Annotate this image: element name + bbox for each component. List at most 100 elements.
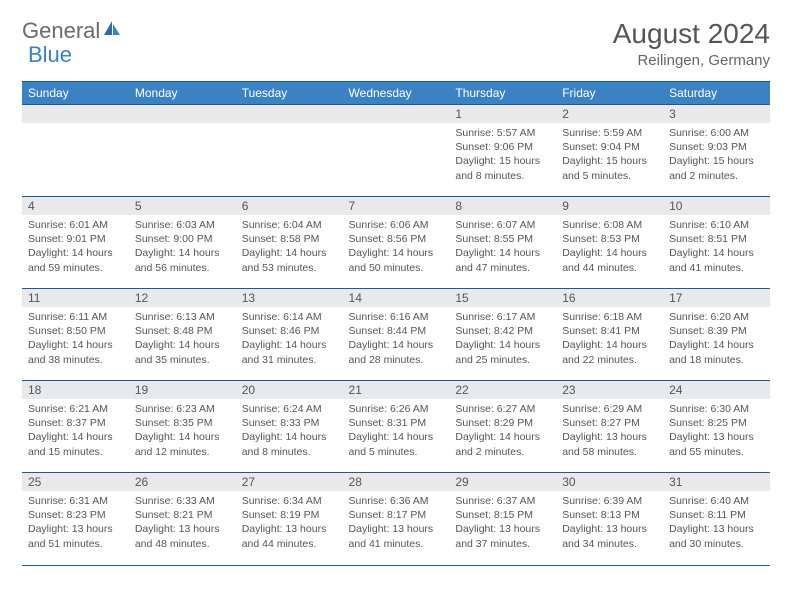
date-number: 29 [449, 473, 556, 491]
date-number: 23 [556, 381, 663, 399]
date-number: 28 [343, 473, 450, 491]
day-header-saturday: Saturday [663, 82, 770, 105]
cell-body: Sunrise: 6:37 AMSunset: 8:15 PMDaylight:… [449, 491, 556, 554]
day-cell: 22Sunrise: 6:27 AMSunset: 8:29 PMDayligh… [449, 381, 556, 473]
date-number: 8 [449, 197, 556, 215]
cell-body: Sunrise: 6:40 AMSunset: 8:11 PMDaylight:… [663, 491, 770, 554]
day-cell [22, 105, 129, 197]
date-number: 11 [22, 289, 129, 307]
day-cell: 20Sunrise: 6:24 AMSunset: 8:33 PMDayligh… [236, 381, 343, 473]
day-cell: 17Sunrise: 6:20 AMSunset: 8:39 PMDayligh… [663, 289, 770, 381]
day-cell: 21Sunrise: 6:26 AMSunset: 8:31 PMDayligh… [343, 381, 450, 473]
cell-body: Sunrise: 6:30 AMSunset: 8:25 PMDaylight:… [663, 399, 770, 462]
day-cell: 7Sunrise: 6:06 AMSunset: 8:56 PMDaylight… [343, 197, 450, 289]
day-cell: 5Sunrise: 6:03 AMSunset: 9:00 PMDaylight… [129, 197, 236, 289]
date-number: 31 [663, 473, 770, 491]
day-cell: 4Sunrise: 6:01 AMSunset: 9:01 PMDaylight… [22, 197, 129, 289]
date-number: 15 [449, 289, 556, 307]
date-number: 16 [556, 289, 663, 307]
day-cell: 12Sunrise: 6:13 AMSunset: 8:48 PMDayligh… [129, 289, 236, 381]
empty-date-bar [129, 105, 236, 123]
date-number: 18 [22, 381, 129, 399]
day-cell: 10Sunrise: 6:10 AMSunset: 8:51 PMDayligh… [663, 197, 770, 289]
day-cell: 25Sunrise: 6:31 AMSunset: 8:23 PMDayligh… [22, 473, 129, 565]
day-cell: 23Sunrise: 6:29 AMSunset: 8:27 PMDayligh… [556, 381, 663, 473]
day-cell: 8Sunrise: 6:07 AMSunset: 8:55 PMDaylight… [449, 197, 556, 289]
cell-body: Sunrise: 6:10 AMSunset: 8:51 PMDaylight:… [663, 215, 770, 278]
cell-body: Sunrise: 6:14 AMSunset: 8:46 PMDaylight:… [236, 307, 343, 370]
date-number: 10 [663, 197, 770, 215]
day-header-row: SundayMondayTuesdayWednesdayThursdayFrid… [22, 82, 770, 105]
date-number: 20 [236, 381, 343, 399]
day-cell: 16Sunrise: 6:18 AMSunset: 8:41 PMDayligh… [556, 289, 663, 381]
logo: General [22, 18, 124, 44]
title-block: August 2024 Reilingen, Germany [613, 18, 770, 69]
date-number: 3 [663, 105, 770, 123]
week-row: 11Sunrise: 6:11 AMSunset: 8:50 PMDayligh… [22, 289, 770, 381]
date-number: 19 [129, 381, 236, 399]
day-header-tuesday: Tuesday [236, 82, 343, 105]
day-cell: 2Sunrise: 5:59 AMSunset: 9:04 PMDaylight… [556, 105, 663, 197]
cell-body: Sunrise: 5:57 AMSunset: 9:06 PMDaylight:… [449, 123, 556, 186]
cell-body: Sunrise: 6:39 AMSunset: 8:13 PMDaylight:… [556, 491, 663, 554]
cell-body: Sunrise: 6:00 AMSunset: 9:03 PMDaylight:… [663, 123, 770, 186]
date-number: 24 [663, 381, 770, 399]
day-cell: 31Sunrise: 6:40 AMSunset: 8:11 PMDayligh… [663, 473, 770, 565]
day-cell: 1Sunrise: 5:57 AMSunset: 9:06 PMDaylight… [449, 105, 556, 197]
cell-body: Sunrise: 6:04 AMSunset: 8:58 PMDaylight:… [236, 215, 343, 278]
cell-body: Sunrise: 6:13 AMSunset: 8:48 PMDaylight:… [129, 307, 236, 370]
header: General August 2024 Reilingen, Germany [22, 18, 770, 69]
cell-body: Sunrise: 6:06 AMSunset: 8:56 PMDaylight:… [343, 215, 450, 278]
date-number: 27 [236, 473, 343, 491]
calendar-table: SundayMondayTuesdayWednesdayThursdayFrid… [22, 81, 770, 565]
day-cell: 14Sunrise: 6:16 AMSunset: 8:44 PMDayligh… [343, 289, 450, 381]
day-cell: 29Sunrise: 6:37 AMSunset: 8:15 PMDayligh… [449, 473, 556, 565]
calendar-body: 1Sunrise: 5:57 AMSunset: 9:06 PMDaylight… [22, 105, 770, 565]
empty-date-bar [343, 105, 450, 123]
day-cell: 13Sunrise: 6:14 AMSunset: 8:46 PMDayligh… [236, 289, 343, 381]
cell-body: Sunrise: 6:34 AMSunset: 8:19 PMDaylight:… [236, 491, 343, 554]
week-row: 18Sunrise: 6:21 AMSunset: 8:37 PMDayligh… [22, 381, 770, 473]
day-cell: 24Sunrise: 6:30 AMSunset: 8:25 PMDayligh… [663, 381, 770, 473]
date-number: 30 [556, 473, 663, 491]
date-number: 12 [129, 289, 236, 307]
day-cell: 3Sunrise: 6:00 AMSunset: 9:03 PMDaylight… [663, 105, 770, 197]
cell-body: Sunrise: 6:18 AMSunset: 8:41 PMDaylight:… [556, 307, 663, 370]
day-cell: 15Sunrise: 6:17 AMSunset: 8:42 PMDayligh… [449, 289, 556, 381]
logo-text-general: General [22, 18, 100, 44]
cell-body: Sunrise: 6:03 AMSunset: 9:00 PMDaylight:… [129, 215, 236, 278]
date-number: 4 [22, 197, 129, 215]
date-number: 21 [343, 381, 450, 399]
day-cell [343, 105, 450, 197]
cell-body: Sunrise: 6:26 AMSunset: 8:31 PMDaylight:… [343, 399, 450, 462]
cell-body: Sunrise: 6:27 AMSunset: 8:29 PMDaylight:… [449, 399, 556, 462]
cell-body: Sunrise: 6:24 AMSunset: 8:33 PMDaylight:… [236, 399, 343, 462]
day-header-wednesday: Wednesday [343, 82, 450, 105]
day-cell: 11Sunrise: 6:11 AMSunset: 8:50 PMDayligh… [22, 289, 129, 381]
day-header-monday: Monday [129, 82, 236, 105]
day-cell: 27Sunrise: 6:34 AMSunset: 8:19 PMDayligh… [236, 473, 343, 565]
cell-body: Sunrise: 6:23 AMSunset: 8:35 PMDaylight:… [129, 399, 236, 462]
date-number: 9 [556, 197, 663, 215]
date-number: 5 [129, 197, 236, 215]
sail-icon [102, 19, 122, 44]
cell-body: Sunrise: 6:31 AMSunset: 8:23 PMDaylight:… [22, 491, 129, 554]
date-number: 2 [556, 105, 663, 123]
date-number: 26 [129, 473, 236, 491]
day-cell: 18Sunrise: 6:21 AMSunset: 8:37 PMDayligh… [22, 381, 129, 473]
cell-body: Sunrise: 6:16 AMSunset: 8:44 PMDaylight:… [343, 307, 450, 370]
day-cell: 6Sunrise: 6:04 AMSunset: 8:58 PMDaylight… [236, 197, 343, 289]
date-number: 14 [343, 289, 450, 307]
day-cell: 28Sunrise: 6:36 AMSunset: 8:17 PMDayligh… [343, 473, 450, 565]
date-number: 17 [663, 289, 770, 307]
date-number: 6 [236, 197, 343, 215]
location: Reilingen, Germany [613, 52, 770, 69]
logo-blue-wrap: Blue [28, 42, 72, 68]
date-number: 25 [22, 473, 129, 491]
cell-body: Sunrise: 6:08 AMSunset: 8:53 PMDaylight:… [556, 215, 663, 278]
bottom-border [22, 565, 770, 566]
day-cell: 19Sunrise: 6:23 AMSunset: 8:35 PMDayligh… [129, 381, 236, 473]
date-number: 1 [449, 105, 556, 123]
cell-body: Sunrise: 6:29 AMSunset: 8:27 PMDaylight:… [556, 399, 663, 462]
day-header-friday: Friday [556, 82, 663, 105]
